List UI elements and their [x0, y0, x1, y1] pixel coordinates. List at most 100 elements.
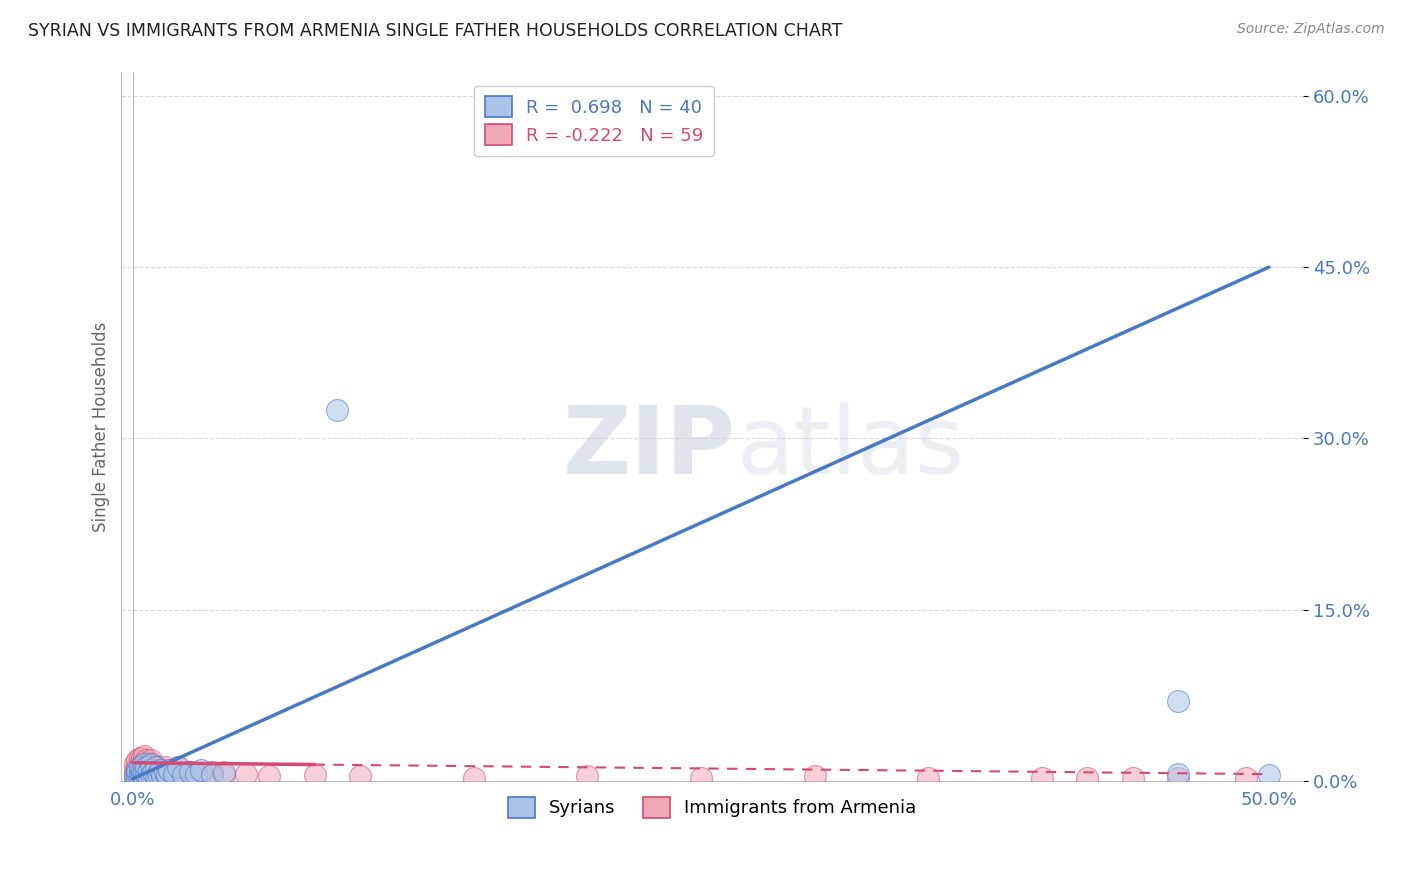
Point	[128, 764, 150, 779]
Point	[257, 769, 280, 783]
Point	[156, 767, 179, 781]
Point	[131, 763, 153, 777]
Point	[179, 764, 201, 779]
Point	[145, 769, 167, 783]
Point	[153, 760, 176, 774]
Point	[139, 754, 162, 768]
Point	[186, 767, 208, 781]
Point	[139, 768, 162, 782]
Y-axis label: Single Father Households: Single Father Households	[93, 322, 110, 533]
Point	[135, 760, 157, 774]
Point	[134, 748, 156, 763]
Point	[150, 768, 173, 782]
Point	[138, 771, 160, 785]
Point	[146, 767, 169, 781]
Point	[139, 763, 162, 777]
Point	[142, 768, 165, 782]
Text: Source: ZipAtlas.com: Source: ZipAtlas.com	[1237, 22, 1385, 37]
Point	[179, 764, 201, 779]
Point	[142, 764, 165, 779]
Point	[138, 769, 160, 783]
Point	[1167, 694, 1189, 708]
Point	[127, 754, 149, 768]
Point	[127, 760, 149, 774]
Point	[134, 756, 156, 770]
Point	[124, 768, 146, 782]
Point	[1122, 771, 1144, 785]
Point	[124, 756, 146, 771]
Point	[135, 769, 157, 783]
Point	[172, 768, 194, 782]
Point	[917, 771, 939, 785]
Point	[138, 756, 160, 770]
Point	[124, 763, 146, 777]
Point	[212, 764, 235, 779]
Point	[142, 758, 165, 772]
Point	[145, 760, 167, 774]
Point	[304, 768, 326, 782]
Point	[1031, 771, 1053, 785]
Point	[689, 771, 711, 785]
Point	[149, 763, 172, 777]
Point	[201, 768, 224, 782]
Point	[131, 758, 153, 772]
Point	[163, 767, 186, 781]
Point	[134, 756, 156, 771]
Point	[128, 758, 150, 772]
Point	[134, 772, 156, 786]
Point	[576, 769, 599, 783]
Point	[134, 769, 156, 783]
Point	[146, 767, 169, 781]
Point	[127, 766, 149, 780]
Point	[131, 767, 153, 781]
Point	[128, 764, 150, 779]
Point	[135, 763, 157, 777]
Point	[131, 764, 153, 779]
Point	[157, 763, 180, 777]
Point	[145, 769, 167, 783]
Point	[127, 771, 149, 785]
Point	[167, 760, 190, 774]
Point	[1167, 767, 1189, 781]
Point	[128, 769, 150, 783]
Point	[139, 769, 162, 783]
Point	[135, 754, 157, 768]
Text: SYRIAN VS IMMIGRANTS FROM ARMENIA SINGLE FATHER HOUSEHOLDS CORRELATION CHART: SYRIAN VS IMMIGRANTS FROM ARMENIA SINGLE…	[28, 22, 842, 40]
Point	[149, 763, 172, 777]
Point	[156, 768, 179, 782]
Point	[349, 769, 371, 783]
Point	[163, 768, 186, 782]
Point	[150, 769, 173, 783]
Point	[153, 764, 176, 779]
Point	[134, 764, 156, 779]
Point	[1167, 771, 1189, 785]
Point	[157, 763, 180, 777]
Point	[128, 751, 150, 765]
Point	[172, 767, 194, 781]
Legend: Syrians, Immigrants from Armenia: Syrians, Immigrants from Armenia	[501, 789, 924, 825]
Point	[1076, 771, 1098, 785]
Text: ZIP: ZIP	[562, 402, 735, 494]
Point	[124, 768, 146, 782]
Point	[190, 763, 212, 777]
Point	[463, 771, 485, 785]
Point	[131, 751, 153, 765]
Point	[190, 767, 212, 781]
Point	[124, 772, 146, 786]
Point	[135, 768, 157, 782]
Point	[128, 760, 150, 774]
Point	[1234, 771, 1257, 785]
Point	[131, 771, 153, 785]
Point	[127, 764, 149, 779]
Point	[201, 764, 224, 779]
Point	[212, 768, 235, 782]
Point	[1258, 768, 1281, 782]
Point	[139, 756, 162, 771]
Point	[803, 769, 825, 783]
Point	[134, 763, 156, 777]
Point	[138, 763, 160, 777]
Point	[138, 763, 160, 777]
Point	[235, 767, 257, 781]
Point	[128, 769, 150, 783]
Text: atlas: atlas	[735, 402, 965, 494]
